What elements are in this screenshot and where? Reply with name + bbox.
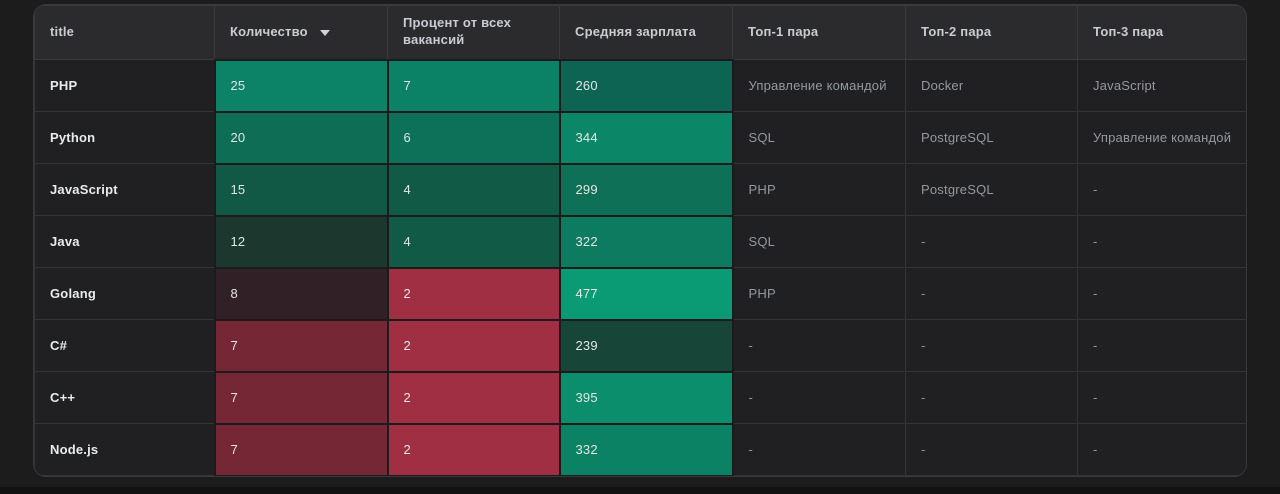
cell-top2: -: [905, 267, 1078, 320]
table-row: Python 20 6 344 SQL PostgreSQL Управлени…: [34, 110, 1246, 165]
table-row: Java 12 4 322 SQL - -: [34, 214, 1246, 269]
cell-count: 7: [213, 422, 389, 476]
cell-count: 7: [213, 318, 389, 373]
cell-salary: 344: [558, 110, 734, 165]
cell-salary: 239: [558, 318, 734, 373]
cell-top1: -: [732, 319, 906, 372]
cell-salary: 299: [558, 162, 734, 217]
cell-top3: -: [1077, 163, 1246, 216]
column-header-top2-label: Топ-2 пара: [921, 24, 992, 40]
cell-salary: 395: [558, 370, 734, 425]
table-row: C++ 7 2 395 - - -: [34, 370, 1246, 425]
table-row: C# 7 2 239 - - -: [34, 318, 1246, 373]
vacancies-table: title Количество Процент от всех ваканси…: [33, 4, 1247, 477]
cell-title: JavaScript: [34, 163, 215, 216]
column-header-top3[interactable]: Топ-3 пара: [1077, 5, 1246, 60]
cell-top1: Управление командой: [732, 59, 906, 112]
cell-top3: -: [1077, 371, 1246, 424]
cell-percent: 2: [386, 318, 561, 373]
column-header-percent-label: Процент от всех вакансий: [403, 15, 512, 48]
cell-title: C#: [34, 319, 215, 372]
table-row: JavaScript 15 4 299 PHP PostgreSQL -: [34, 162, 1246, 217]
column-header-salary-label: Средняя зарплата: [575, 23, 697, 39]
cell-top3: JavaScript: [1077, 59, 1246, 112]
column-header-count-label: Количество: [230, 23, 308, 39]
column-header-percent[interactable]: Процент от всех вакансий: [387, 5, 560, 60]
cell-top2: PostgreSQL: [905, 163, 1078, 216]
cell-title: Node.js: [34, 423, 215, 476]
cell-percent: 7: [386, 58, 561, 113]
table-body: PHP 25 7 260 Управление командой Docker …: [34, 58, 1246, 476]
cell-top2: -: [905, 215, 1078, 268]
cell-percent: 4: [386, 214, 561, 269]
cell-percent: 6: [386, 110, 561, 165]
header-row: title Количество Процент от всех ваканси…: [34, 5, 1246, 60]
column-header-count[interactable]: Количество: [214, 5, 388, 60]
bottom-bar: [0, 487, 1280, 494]
cell-top2: PostgreSQL: [905, 111, 1078, 164]
cell-top1: SQL: [732, 111, 906, 164]
column-header-title-label: title: [50, 24, 75, 40]
cell-title: Python: [34, 111, 215, 164]
cell-count: 20: [213, 110, 389, 165]
cell-salary: 477: [558, 266, 734, 321]
cell-percent: 2: [386, 422, 561, 476]
column-header-salary[interactable]: Средняя зарплата: [559, 5, 733, 60]
table-row: Node.js 7 2 332 - - -: [34, 422, 1246, 476]
cell-top3: -: [1077, 423, 1246, 476]
cell-top2: Docker: [905, 59, 1078, 112]
cell-top2: -: [905, 319, 1078, 372]
cell-salary: 332: [558, 422, 734, 476]
cell-count: 7: [213, 370, 389, 425]
column-header-top2[interactable]: Топ-2 пара: [905, 5, 1078, 60]
cell-title: Golang: [34, 267, 215, 320]
cell-count: 15: [213, 162, 389, 217]
cell-percent: 2: [386, 370, 561, 425]
cell-title: C++: [34, 371, 215, 424]
cell-top2: -: [905, 423, 1078, 476]
cell-top2: -: [905, 371, 1078, 424]
column-header-top1-label: Топ-1 пара: [748, 24, 819, 40]
column-header-top1[interactable]: Топ-1 пара: [732, 5, 906, 60]
cell-title: PHP: [34, 59, 215, 112]
data-table: title Количество Процент от всех ваканси…: [34, 5, 1246, 476]
cell-top1: SQL: [732, 215, 906, 268]
column-header-title[interactable]: title: [34, 5, 215, 60]
cell-top1: -: [732, 371, 906, 424]
cell-top3: -: [1077, 215, 1246, 268]
column-header-top3-label: Топ-3 пара: [1093, 24, 1164, 40]
cell-salary: 260: [558, 58, 734, 113]
table-row: Golang 8 2 477 PHP - -: [34, 266, 1246, 321]
cell-top3: -: [1077, 319, 1246, 372]
table-row: PHP 25 7 260 Управление командой Docker …: [34, 58, 1246, 113]
cell-salary: 322: [558, 214, 734, 269]
sort-desc-icon: [319, 29, 330, 36]
cell-top3: Управление командой: [1077, 111, 1246, 164]
cell-count: 25: [213, 58, 389, 113]
cell-percent: 4: [386, 162, 561, 217]
cell-top3: -: [1077, 267, 1246, 320]
cell-top1: PHP: [732, 163, 906, 216]
cell-count: 12: [213, 214, 389, 269]
cell-title: Java: [34, 215, 215, 268]
cell-top1: PHP: [732, 267, 906, 320]
cell-percent: 2: [386, 266, 561, 321]
cell-top1: -: [732, 423, 906, 476]
cell-count: 8: [213, 266, 389, 321]
